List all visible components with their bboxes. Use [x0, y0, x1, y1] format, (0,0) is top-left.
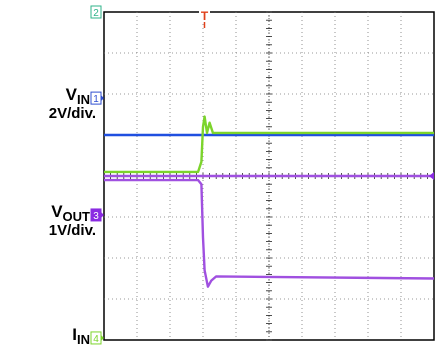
- channel-label-scale: 0.5A/div.: [35, 345, 96, 346]
- channel-label-symbol: V: [66, 85, 78, 104]
- waveform-traces: [104, 115, 435, 288]
- channel-label-symbol: I: [72, 325, 77, 344]
- channel-marker-text: 1: [93, 94, 99, 105]
- channel-marker-text: 3: [93, 211, 99, 222]
- channel-label-symbol: V: [51, 202, 63, 221]
- channel-marker-pointer: [101, 334, 104, 341]
- channel-label-name: VIN: [66, 85, 90, 107]
- channel-marker-pointer: [101, 211, 104, 218]
- channel-marker-4: 4: [90, 331, 104, 345]
- channel-label-subscript: OUT: [63, 209, 91, 224]
- channel-label-scale: 1V/div.: [49, 222, 96, 239]
- channel-marker-1: 1: [90, 91, 104, 105]
- channel-marker-3: 3: [90, 208, 104, 222]
- channel-marker-pointer: [101, 95, 104, 102]
- channel-marker-text: 2: [93, 8, 99, 19]
- trigger-marker-text: T: [201, 9, 209, 23]
- channel-label-name: VOUT: [51, 202, 90, 224]
- channel-label-scale: 2V/div.: [49, 105, 96, 122]
- channel-marker-text: 4: [93, 334, 99, 345]
- trigger-level-marker: [429, 172, 434, 180]
- channel-marker-2: 2: [90, 5, 102, 19]
- trace-ch1: [104, 178, 435, 288]
- channel-marker-box: [90, 5, 102, 19]
- channel-markers: 2 1 3 4: [90, 5, 434, 345]
- trace-ch4: [104, 115, 434, 174]
- channel-label-subscript: IN: [77, 332, 90, 346]
- channel-label-name: IIN: [72, 325, 90, 346]
- trigger-marker-box: [199, 9, 210, 22]
- trigger-marker: T: [199, 9, 210, 28]
- channel-label-subscript: IN: [77, 92, 90, 107]
